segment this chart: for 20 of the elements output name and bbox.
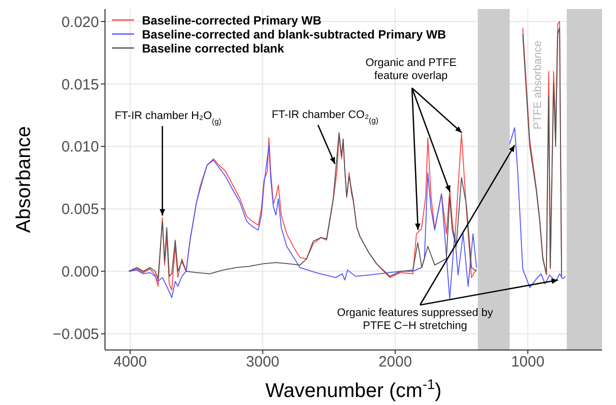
y-tick-label: 0.010 bbox=[61, 138, 99, 156]
y-tick-label: 0.005 bbox=[61, 201, 99, 218]
x-tick-label: 1000 bbox=[511, 354, 544, 371]
y-tick-label: 0.000 bbox=[61, 264, 99, 281]
y-tick-label: −0.005 bbox=[52, 326, 99, 344]
y-tick-label: 0.020 bbox=[61, 14, 99, 31]
annotation: Organic and PTFE feature overlap bbox=[365, 57, 457, 82]
y-axis-title: Absorbance bbox=[13, 126, 35, 233]
x-axis-title: Wavenumber (cm$^{-1}$) bbox=[265, 376, 442, 402]
x-tick-label: 3000 bbox=[246, 354, 280, 371]
legend-label: Baseline-corrected Primary WB bbox=[142, 14, 322, 28]
legend-label: Baseline-corrected and blank-subtracted Primary WB bbox=[142, 28, 446, 42]
annotation: Organic features suppressed by PTFE C−H stretching bbox=[337, 307, 494, 332]
annotation: FT-IR chamber CO₂$_{(g)}$ bbox=[272, 109, 379, 124]
x-tick-label: 2000 bbox=[378, 354, 412, 371]
legend-label: Baseline corrected blank bbox=[142, 42, 284, 56]
x-tick-label: 4000 bbox=[113, 354, 147, 371]
y-tick-label: 0.015 bbox=[61, 76, 99, 94]
annotation: FT-IR chamber H₂O$_{(g)}$ bbox=[114, 110, 222, 126]
annotation: PTFE absorbance bbox=[532, 40, 544, 130]
